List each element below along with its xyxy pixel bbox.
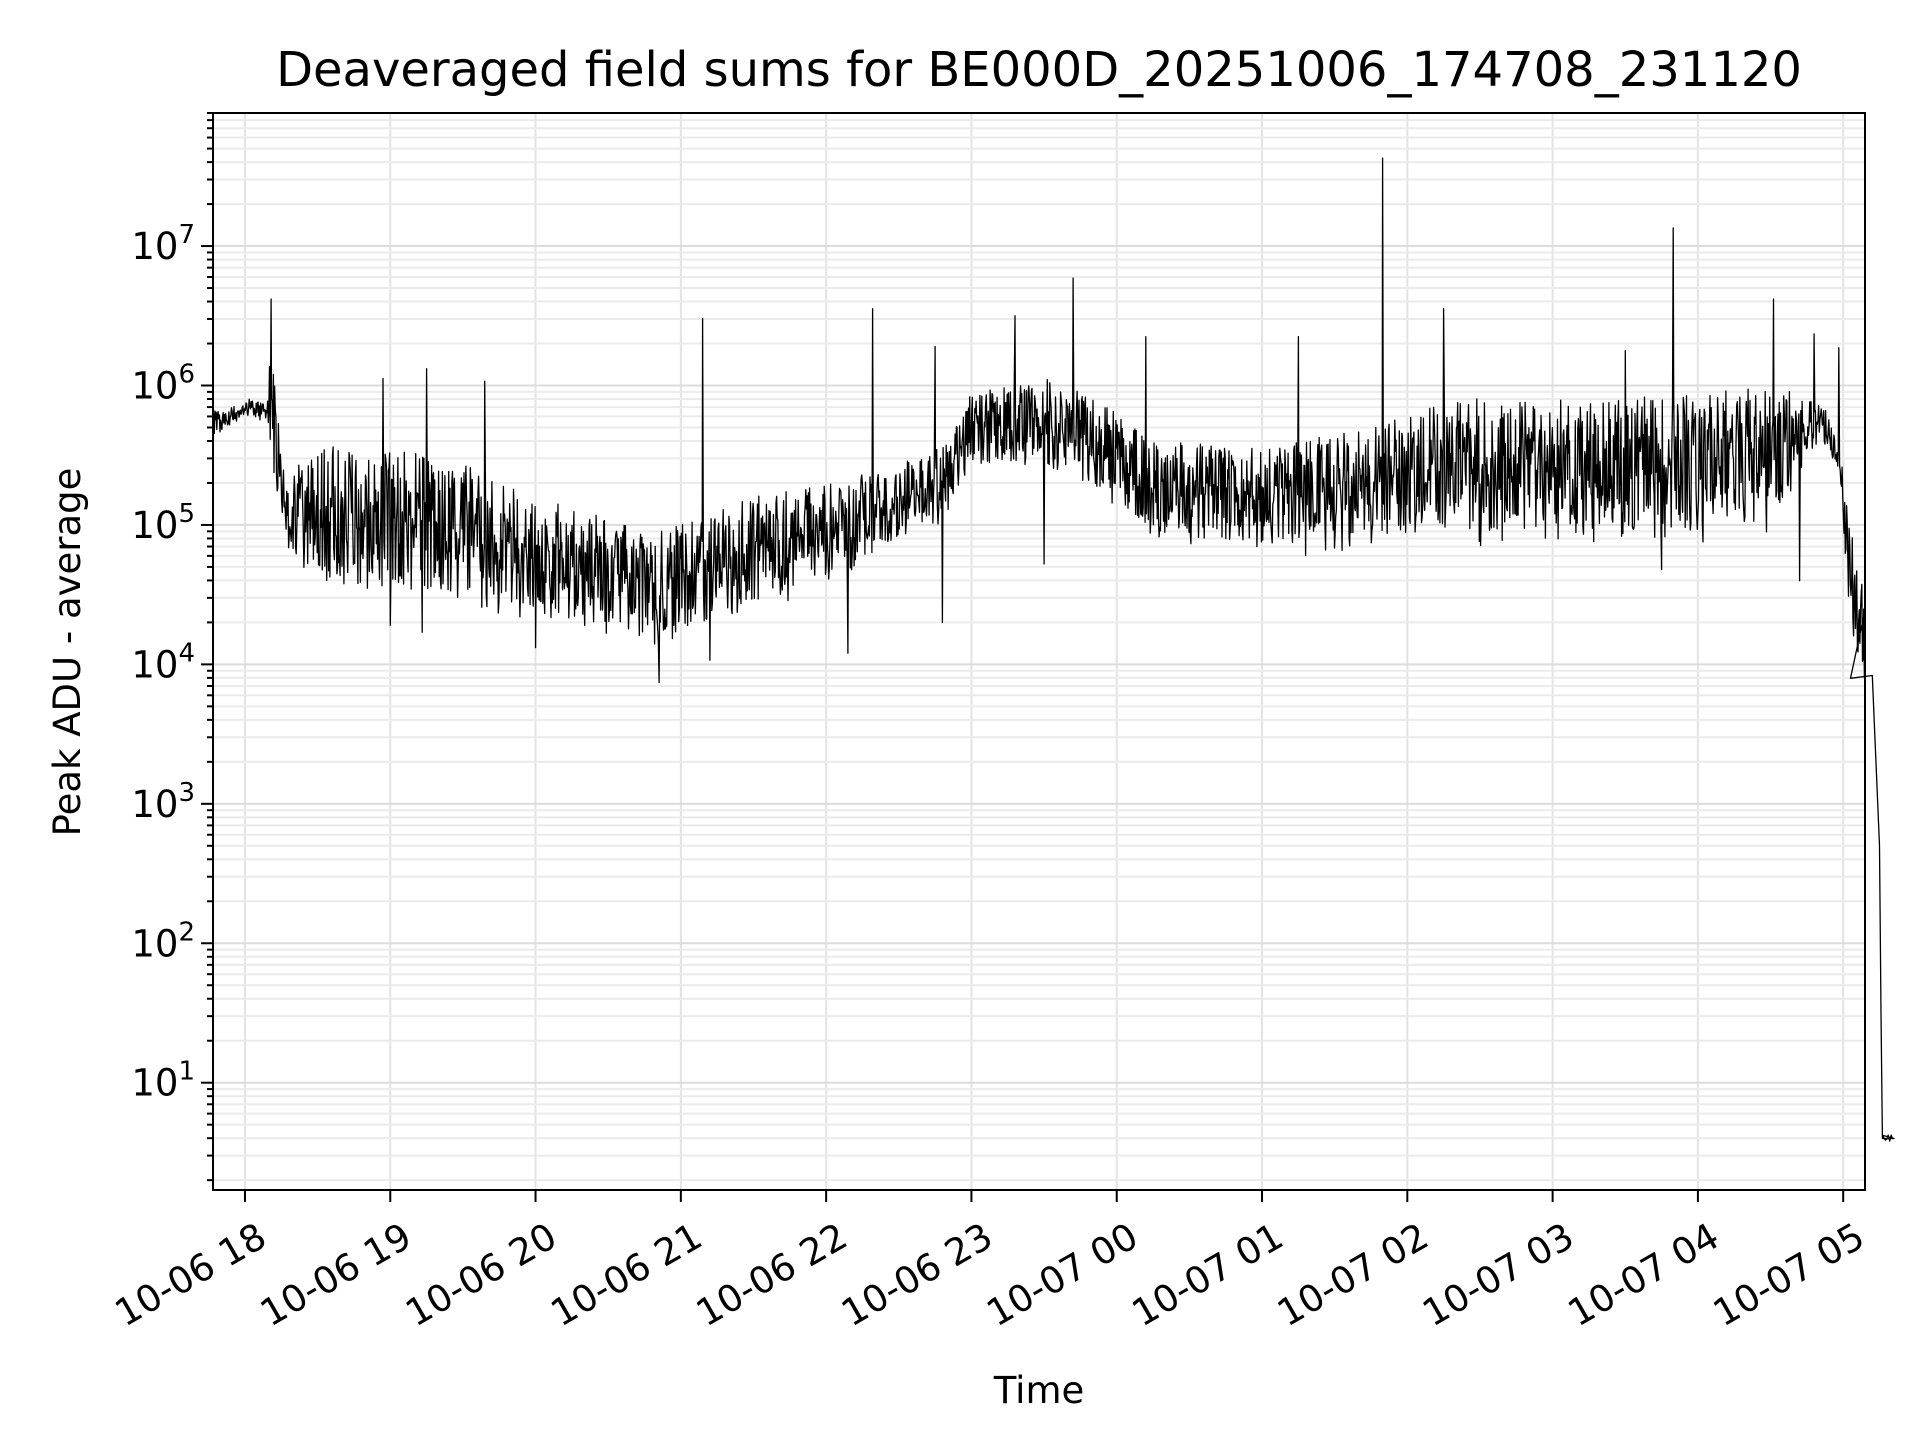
y-tick-label: 103: [131, 778, 195, 826]
y-tick-label: 105: [131, 499, 195, 547]
y-tick-exponent: 3: [178, 778, 195, 808]
y-tick-base: 10: [131, 364, 178, 407]
chart-title: Deaveraged field sums for BE000D_2025100…: [276, 42, 1802, 98]
series-line: [212, 157, 1895, 1142]
y-tick-base: 10: [131, 643, 178, 686]
y-tick-label: 107: [131, 220, 195, 268]
y-tick-exponent: 4: [178, 638, 195, 668]
y-tick-exponent: 2: [178, 917, 195, 947]
data-series: [212, 157, 1895, 1142]
y-tick-base: 10: [131, 783, 178, 826]
y-axis-label: Peak ADU - average: [46, 468, 89, 837]
y-tick-exponent: 7: [178, 220, 195, 250]
grid: [213, 112, 1865, 1190]
y-tick-exponent: 6: [178, 359, 195, 389]
y-tick-label: 101: [131, 1057, 195, 1105]
y-tick-label: 104: [131, 638, 195, 686]
y-tick-base: 10: [131, 1062, 178, 1105]
x-axis-label: Time: [993, 1369, 1085, 1412]
y-tick-base: 10: [131, 504, 178, 547]
y-tick-base: 10: [131, 225, 178, 268]
y-tick-label: 106: [131, 359, 195, 407]
y-tick-exponent: 5: [178, 499, 195, 529]
plot-frame: [212, 112, 1866, 1191]
y-tick-exponent: 1: [178, 1057, 195, 1087]
y-tick-base: 10: [131, 922, 178, 965]
y-tick-label: 102: [131, 917, 195, 965]
